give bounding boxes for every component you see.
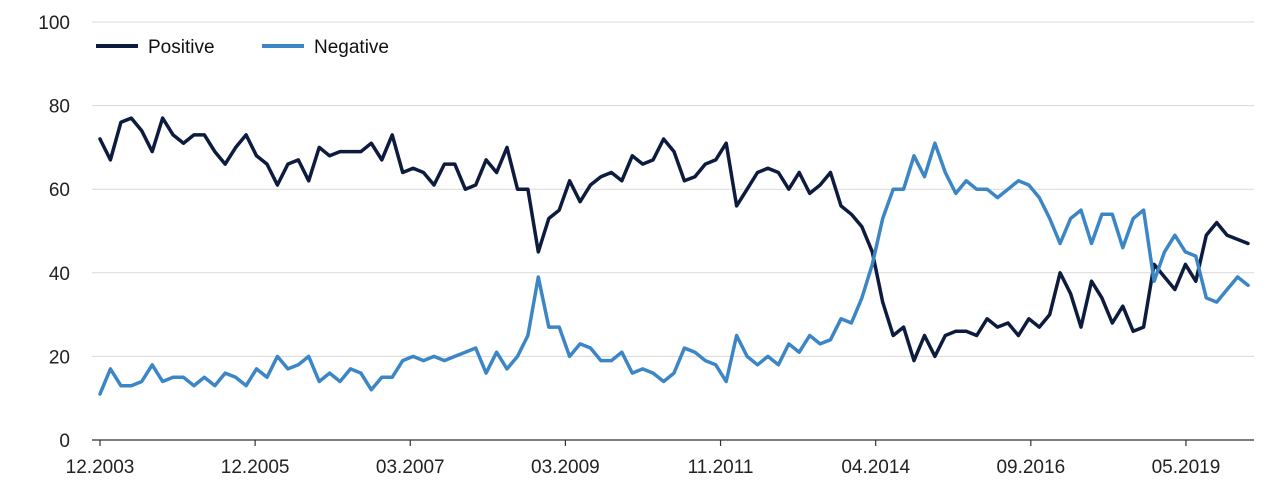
x-tick-label: 12.2003 bbox=[66, 457, 135, 478]
x-tick-label: 03.2007 bbox=[376, 457, 445, 478]
series-lines bbox=[98, 116, 1250, 396]
x-tick-label: 09.2016 bbox=[996, 457, 1065, 478]
x-tick-label: 04.2014 bbox=[841, 457, 910, 478]
x-tick-label: 11.2011 bbox=[688, 457, 754, 478]
y-tick-label: 0 bbox=[59, 431, 70, 452]
x-axis-ticks: 12.2003 12.2005 03.2007 03.2009 11.2011 04.20… bbox=[66, 440, 1221, 478]
y-tick-label: 60 bbox=[49, 180, 70, 201]
legend-label-negative: Negative bbox=[314, 37, 389, 58]
gridlines bbox=[92, 21, 1254, 441]
y-tick-label: 20 bbox=[49, 347, 70, 368]
legend-label-positive: Positive bbox=[148, 37, 215, 58]
x-tick-label: 05.2019 bbox=[1152, 457, 1221, 478]
x-tick-label: 12.2005 bbox=[221, 457, 290, 478]
y-axis-ticks: 0 20 40 60 80 100 bbox=[38, 13, 70, 452]
series-line-positive bbox=[98, 116, 1250, 363]
x-tick-label: 03.2009 bbox=[531, 457, 600, 478]
y-tick-label: 100 bbox=[38, 13, 70, 34]
y-tick-label: 40 bbox=[49, 264, 70, 285]
legend: Positive Negative bbox=[96, 37, 389, 58]
series-line-negative bbox=[98, 141, 1250, 396]
y-tick-label: 80 bbox=[49, 97, 70, 118]
